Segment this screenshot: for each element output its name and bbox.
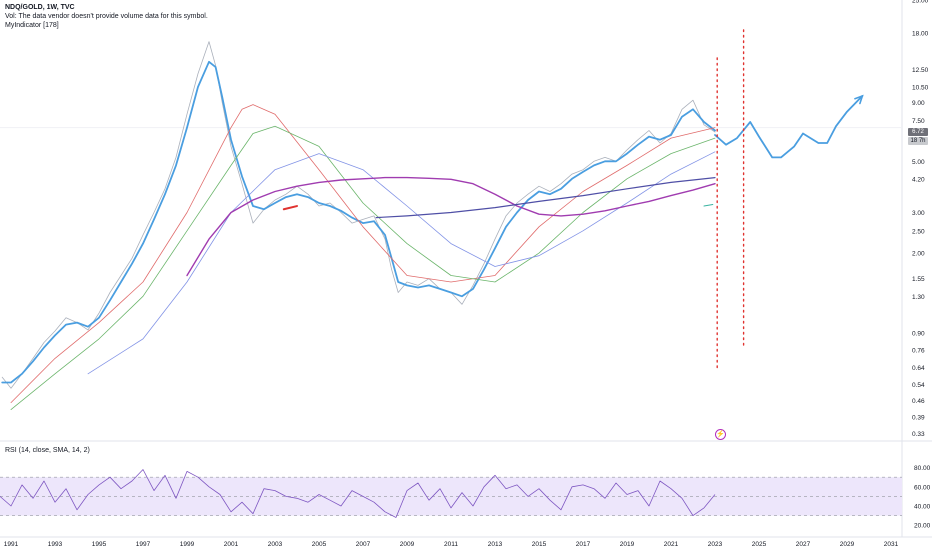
price-tick-label: 0.64 — [912, 365, 925, 372]
price-tick-label: 10.50 — [912, 84, 929, 91]
ma-green-line — [10, 125, 716, 410]
time-tick-label: 2011 — [444, 541, 458, 548]
countdown-badge: 18 7h — [908, 137, 928, 145]
time-tick-label: 2023 — [708, 541, 723, 548]
price-tick-label: 0.76 — [912, 348, 925, 355]
price-tick-label: 1.55 — [912, 276, 925, 283]
rsi-tick-label: 20.00 — [914, 523, 931, 530]
price-tick-label: 7.50 — [912, 118, 925, 125]
smoothed-trend-line — [1, 60, 716, 384]
ma-blue-line — [87, 151, 716, 375]
time-tick-label: 1999 — [180, 541, 195, 548]
time-tick-label: 2007 — [356, 541, 371, 548]
time-tick-label: 2019 — [620, 541, 635, 548]
price-tick-label: 1.30 — [912, 294, 925, 301]
symbol-title[interactable]: NDQ/GOLD, 1W, TVC — [5, 4, 75, 11]
ma-purple-line — [186, 176, 716, 277]
rsi-tick-label: 60.00 — [914, 484, 931, 491]
time-tick-label: 2025 — [752, 541, 767, 548]
teal-marker — [703, 203, 714, 207]
price-tick-label: 25.00 — [912, 0, 929, 5]
time-tick-label: 1995 — [92, 541, 107, 548]
rsi-tick-label: 80.00 — [914, 465, 931, 472]
time-tick-label: 1991 — [4, 541, 19, 548]
time-tick-label: 2015 — [532, 541, 547, 548]
price-tick-label: 3.00 — [912, 210, 925, 217]
time-tick-label: 2013 — [488, 541, 503, 548]
time-tick-label: 1997 — [136, 541, 151, 548]
time-tick-label: 2029 — [840, 541, 855, 548]
price-tick-label: 2.50 — [912, 228, 925, 235]
price-tick-label: 0.90 — [912, 331, 925, 338]
rsi-tick-label: 40.00 — [914, 504, 931, 511]
time-tick-label: 2009 — [400, 541, 415, 548]
projection-line — [714, 95, 864, 159]
time-tick-label: 1993 — [48, 541, 63, 548]
time-tick-label: 2021 — [664, 541, 679, 548]
price-tick-label: 0.46 — [912, 398, 925, 405]
lightning-icon[interactable]: ⚡ — [715, 429, 726, 440]
price-tick-label: 0.54 — [912, 382, 925, 389]
red-marker — [282, 205, 298, 211]
price-tick-label: 0.39 — [912, 414, 925, 421]
rsi-label[interactable]: RSI (14, close, SMA, 14, 2) — [5, 447, 90, 454]
current-price-badge: 6.72 — [908, 128, 928, 136]
price-tick-label: 9.00 — [912, 100, 925, 107]
projection-arrowhead — [854, 94, 864, 105]
time-tick-label: 2005 — [312, 541, 327, 548]
time-tick-label: 2031 — [884, 541, 899, 548]
price-tick-label: 2.00 — [912, 251, 925, 258]
price-tick-label: 0.33 — [912, 431, 925, 438]
indicator-label[interactable]: MyIndicator [178] — [5, 22, 59, 29]
trend-line — [375, 177, 716, 219]
time-tick-label: 2003 — [268, 541, 283, 548]
price-tick-label: 5.00 — [912, 159, 925, 166]
time-tick-label: 2017 — [576, 541, 591, 548]
time-tick-label: 2001 — [224, 541, 239, 548]
time-tick-label: 2027 — [796, 541, 811, 548]
volume-note: Vol: The data vendor doesn't provide vol… — [5, 13, 208, 20]
ma-red-line — [10, 104, 716, 403]
price-tick-label: 4.20 — [912, 176, 925, 183]
rsi-line — [0, 469, 716, 518]
price-tick-label: 18.00 — [912, 30, 929, 37]
price-tick-label: 12.50 — [912, 67, 929, 74]
